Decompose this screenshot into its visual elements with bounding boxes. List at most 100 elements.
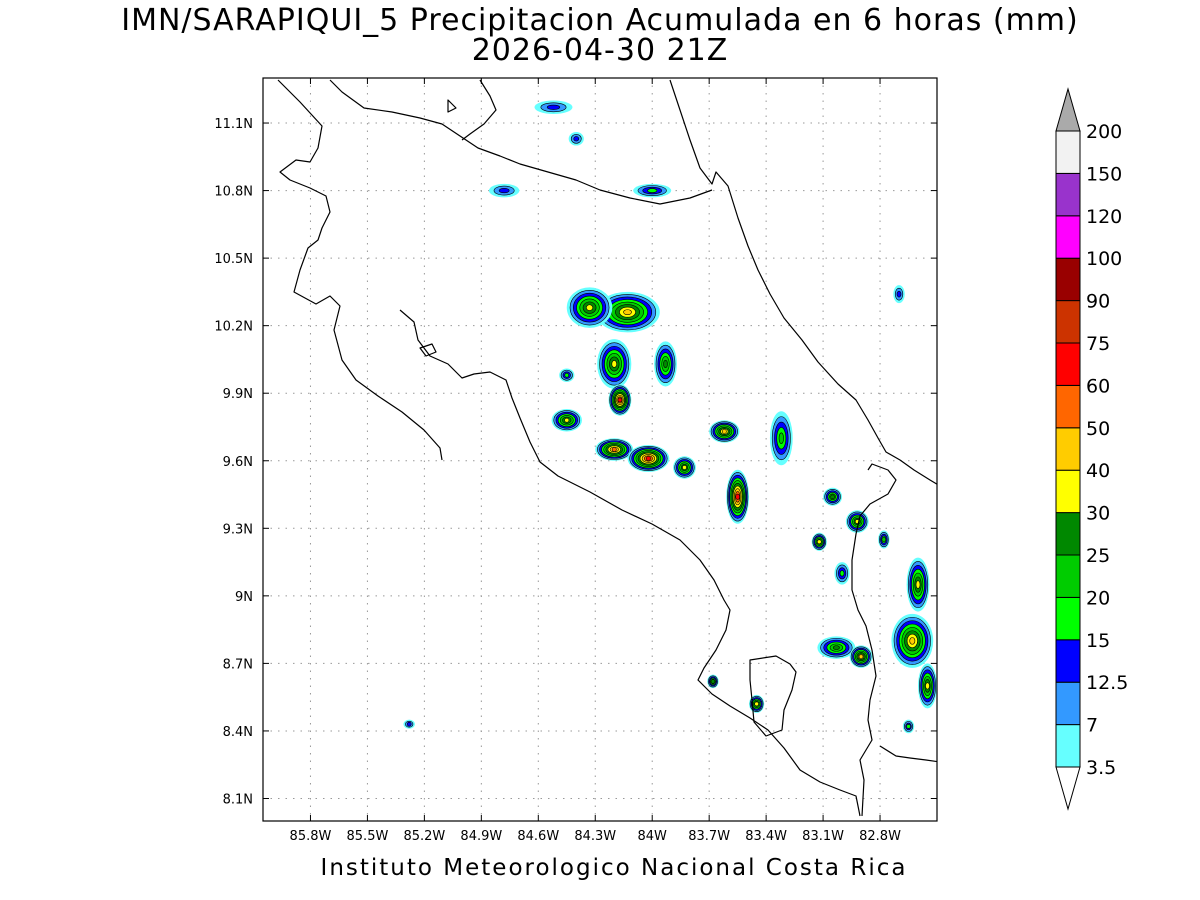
rain-contour-level (710, 679, 716, 684)
gulf-of-nicoya-coastline (399, 309, 861, 817)
colorbar-label: 200 (1086, 121, 1122, 143)
lon-tick-label: 85.2W (403, 829, 445, 844)
rain-cell (673, 456, 696, 479)
colorbar-label: 120 (1086, 206, 1122, 228)
footer-credit: Instituto Meteorologico Nacional Costa R… (320, 855, 908, 881)
lon-tick-label: 85.5W (347, 829, 389, 844)
rain-contour-level (915, 580, 921, 589)
rain-cell (891, 613, 934, 668)
rain-contour-level (906, 724, 911, 729)
rain-contour-level (623, 309, 632, 315)
lon-tick-label: 84.9W (460, 829, 502, 844)
lon-tick-label: 83.1W (802, 829, 844, 844)
rain-contour-level (909, 637, 916, 645)
rain-cell (595, 438, 634, 461)
lat-tick-label: 10.2N (214, 320, 253, 335)
rain-cell (597, 339, 632, 389)
rain-cell (749, 694, 765, 713)
colorbar-swatch (1055, 554, 1081, 598)
lon-tick-label: 84.3W (574, 829, 616, 844)
rain-cell (823, 487, 843, 506)
panama-border (851, 463, 897, 817)
colorbar-label: 15 (1086, 630, 1110, 652)
rain-contour-level (647, 188, 658, 193)
lake-outline (447, 99, 457, 113)
osa-peninsula-coastline (749, 655, 797, 737)
rain-cell (902, 719, 915, 734)
colorbar-label: 50 (1086, 418, 1110, 440)
colorbar-upper-extension (1055, 87, 1081, 132)
colorbar-label: 60 (1086, 375, 1110, 397)
rain-cell (893, 285, 905, 304)
rain-contour-level (611, 360, 617, 368)
colorbar-swatch (1055, 300, 1081, 344)
rain-cell (918, 663, 937, 709)
rain-contour-level (832, 645, 840, 650)
coastlines (277, 79, 937, 817)
colorbar-label: 100 (1086, 248, 1122, 270)
colorbar-swatch (1055, 596, 1081, 641)
rain-cell (403, 719, 415, 729)
map-frame (262, 77, 938, 822)
rain-cell (488, 183, 520, 198)
rain-cell (707, 674, 719, 689)
rain-cell (566, 287, 613, 328)
rain-cell (608, 384, 632, 416)
lat-tick-label: 10.5N (214, 252, 253, 267)
colorbar-label: 150 (1086, 163, 1122, 185)
map-title: IMN/SARAPIQUI_5 Precipitacion Acumulada … (121, 3, 1079, 38)
rain-cell (811, 532, 827, 551)
lat-tick-label: 9.6N (223, 455, 253, 470)
rain-contour-level (722, 429, 727, 434)
rain-cell (845, 510, 869, 533)
lat-tick-label: 11.1N (214, 117, 253, 132)
colorbar-legend: 3.5 7 12.5 15 20 25 30 40 50 60 75 90 100 120 150 200 (1055, 87, 1128, 811)
caribbean-coastline (669, 79, 937, 485)
precipitation-field (403, 100, 937, 734)
colorbar-lower-extension (1055, 766, 1081, 811)
rain-cell (849, 645, 873, 668)
rain-contour-level (646, 456, 651, 461)
lon-tick-label: 84W (638, 829, 668, 844)
colorbar-swatch (1055, 512, 1081, 556)
map-datetime: 2026-04-30 21Z (471, 33, 729, 68)
rain-cell (633, 183, 672, 198)
colorbar-label: 25 (1086, 545, 1110, 567)
rain-cell (709, 420, 740, 443)
rain-cell (906, 557, 930, 612)
rain-contour-level (546, 104, 561, 110)
colorbar-label: 75 (1086, 333, 1110, 355)
lon-tick-label: 84.6W (517, 829, 559, 844)
colorbar-label: 3.5 (1086, 757, 1116, 779)
axis-ticks: 85.8W 85.5W 85.2W 84.9W 84.6W 84.3W 84W 83.7W 83… (214, 78, 937, 844)
lon-tick-label: 85.8W (290, 829, 332, 844)
lat-tick-label: 10.8N (214, 185, 253, 200)
colorbar-swatch (1055, 681, 1081, 726)
rain-cell (834, 562, 850, 585)
san-juan-river (461, 79, 497, 141)
rain-contour-level (617, 397, 623, 403)
lat-tick-label: 9N (235, 590, 253, 605)
panama-coastline (879, 745, 937, 763)
rain-contour-level (498, 188, 510, 194)
lon-tick-label: 83.4W (745, 829, 787, 844)
island-outline (419, 343, 437, 357)
colorbar-swatch (1055, 384, 1081, 429)
lat-tick-label: 8.1N (223, 792, 253, 807)
rain-contour-level (586, 304, 594, 311)
rain-cell (559, 368, 575, 382)
rain-contour-level (564, 372, 570, 378)
colorbar-swatch (1055, 257, 1081, 302)
rain-contour-level (663, 359, 668, 368)
rain-contour-level (925, 682, 930, 690)
colorbar-label: 7 (1086, 715, 1098, 737)
rain-cell (534, 100, 573, 115)
rain-cell (769, 411, 793, 466)
colorbar-swatch (1055, 639, 1081, 683)
rain-contour-level (573, 136, 580, 142)
rain-contour-level (564, 417, 570, 423)
colorbar-swatch (1055, 130, 1081, 174)
lon-tick-label: 82.8W (859, 829, 901, 844)
colorbar-swatch (1055, 469, 1081, 514)
